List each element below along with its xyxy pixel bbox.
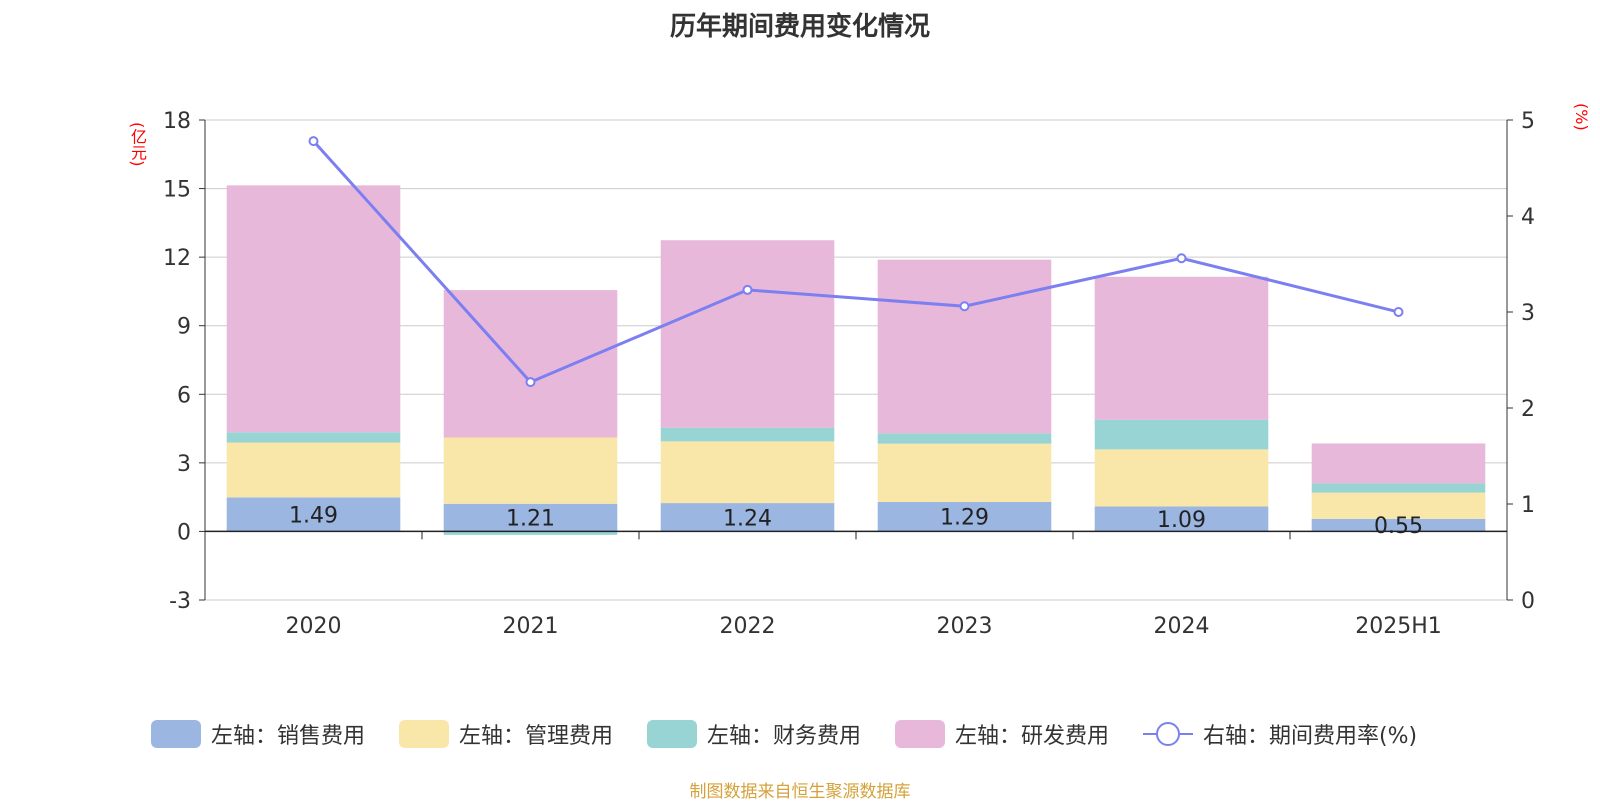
bar-segment <box>443 503 618 532</box>
bar-segment <box>660 427 835 442</box>
rate-point <box>742 284 753 295</box>
category-label: 2024 <box>1154 614 1210 639</box>
bar-segment <box>1094 419 1269 450</box>
bar-segment <box>443 437 618 504</box>
legend-item-rate[interactable]: 右轴：期间费用率(%) <box>1143 718 1417 750</box>
legend-label-rnd: 左轴：研发费用 <box>955 724 1110 749</box>
right-axis-tick-label: 1 <box>1521 493 1535 518</box>
legend-label-finance: 左轴：财务费用 <box>707 724 862 749</box>
left-axis-unit: (亿元) <box>128 122 147 167</box>
legend-item-rnd[interactable]: 左轴：研发费用 <box>895 718 1109 750</box>
legend-label-rate: 右轴：期间费用率(%) <box>1203 724 1418 749</box>
legend-swatch-rnd <box>895 720 945 748</box>
bar-segment <box>226 497 401 532</box>
bar-segment <box>226 432 401 443</box>
bar-segment <box>443 290 618 438</box>
rate-line <box>312 140 1399 384</box>
legend-marker-rate <box>1156 722 1180 746</box>
bar-data-label: 1.09 <box>1157 508 1206 533</box>
left-axis-tick-label: 6 <box>177 383 191 408</box>
left-axis-tick-label: 18 <box>163 109 191 134</box>
category-label: 2020 <box>286 614 342 639</box>
right-axis-tick-label: 3 <box>1521 301 1535 326</box>
right-axis-unit: (%) <box>1572 103 1591 131</box>
bar-segment <box>877 433 1052 444</box>
right-axis-tick-label: 2 <box>1521 397 1535 422</box>
category-label: 2023 <box>937 614 993 639</box>
category-label: 2025H1 <box>1355 614 1442 639</box>
legend: 左轴：销售费用 左轴：管理费用 左轴：财务费用 左轴：研发费用 右轴：期间费用率… <box>0 718 1600 750</box>
bar-data-label: 1.29 <box>940 506 989 531</box>
right-axis-tick-label: 4 <box>1521 205 1535 230</box>
bar-segment <box>660 503 835 532</box>
left-axis-tick-label: 3 <box>177 452 191 477</box>
bar-segment <box>1311 483 1486 493</box>
legend-item-finance[interactable]: 左轴：财务费用 <box>647 718 861 750</box>
legend-item-admin[interactable]: 左轴：管理费用 <box>399 718 613 750</box>
bar-segment <box>877 443 1052 502</box>
bar-data-label: 1.24 <box>723 506 772 531</box>
legend-swatch-sales <box>151 720 201 748</box>
bar-segment <box>443 531 618 535</box>
bar-segment <box>1094 449 1269 507</box>
category-label: 2022 <box>720 614 776 639</box>
category-label: 2021 <box>503 614 559 639</box>
bar-data-label: 0.55 <box>1374 514 1423 539</box>
right-axis-tick-label: 5 <box>1521 109 1535 134</box>
bar-segment <box>877 501 1052 532</box>
left-axis-tick-label: 12 <box>163 246 191 271</box>
bar-data-label: 1.21 <box>506 507 555 532</box>
left-axis-tick-label: -3 <box>169 589 191 614</box>
bar-segment <box>226 442 401 498</box>
bar-segment <box>226 185 401 433</box>
bar-segment <box>877 259 1052 434</box>
left-axis-tick-label: 15 <box>163 178 191 203</box>
legend-label-sales: 左轴：销售费用 <box>211 724 366 749</box>
rate-point <box>959 301 970 312</box>
legend-item-sales[interactable]: 左轴：销售费用 <box>151 718 365 750</box>
legend-swatch-rate <box>1143 720 1193 748</box>
bar-segment <box>660 240 835 428</box>
rate-point <box>1393 307 1404 317</box>
bar-data-label: 1.49 <box>289 503 338 528</box>
rate-point <box>1176 253 1187 264</box>
rate-point <box>308 136 319 147</box>
bar-segment <box>1311 492 1486 519</box>
bar-segment <box>1094 276 1269 420</box>
left-axis-tick-label: 9 <box>177 315 191 340</box>
rate-point <box>525 377 536 388</box>
data-source-note: 制图数据来自恒生聚源数据库 <box>689 782 911 802</box>
right-axis-tick-label: 0 <box>1521 589 1535 614</box>
legend-swatch-admin <box>399 720 449 748</box>
bar-segment <box>1311 518 1486 532</box>
bar-segment <box>1094 506 1269 532</box>
chart-title: 历年期间费用变化情况 <box>669 12 930 42</box>
legend-swatch-finance <box>647 720 697 748</box>
bar-segment <box>660 441 835 504</box>
bar-segment <box>1311 443 1486 484</box>
legend-label-admin: 左轴：管理费用 <box>459 724 614 749</box>
left-axis-tick-label: 0 <box>177 520 191 545</box>
